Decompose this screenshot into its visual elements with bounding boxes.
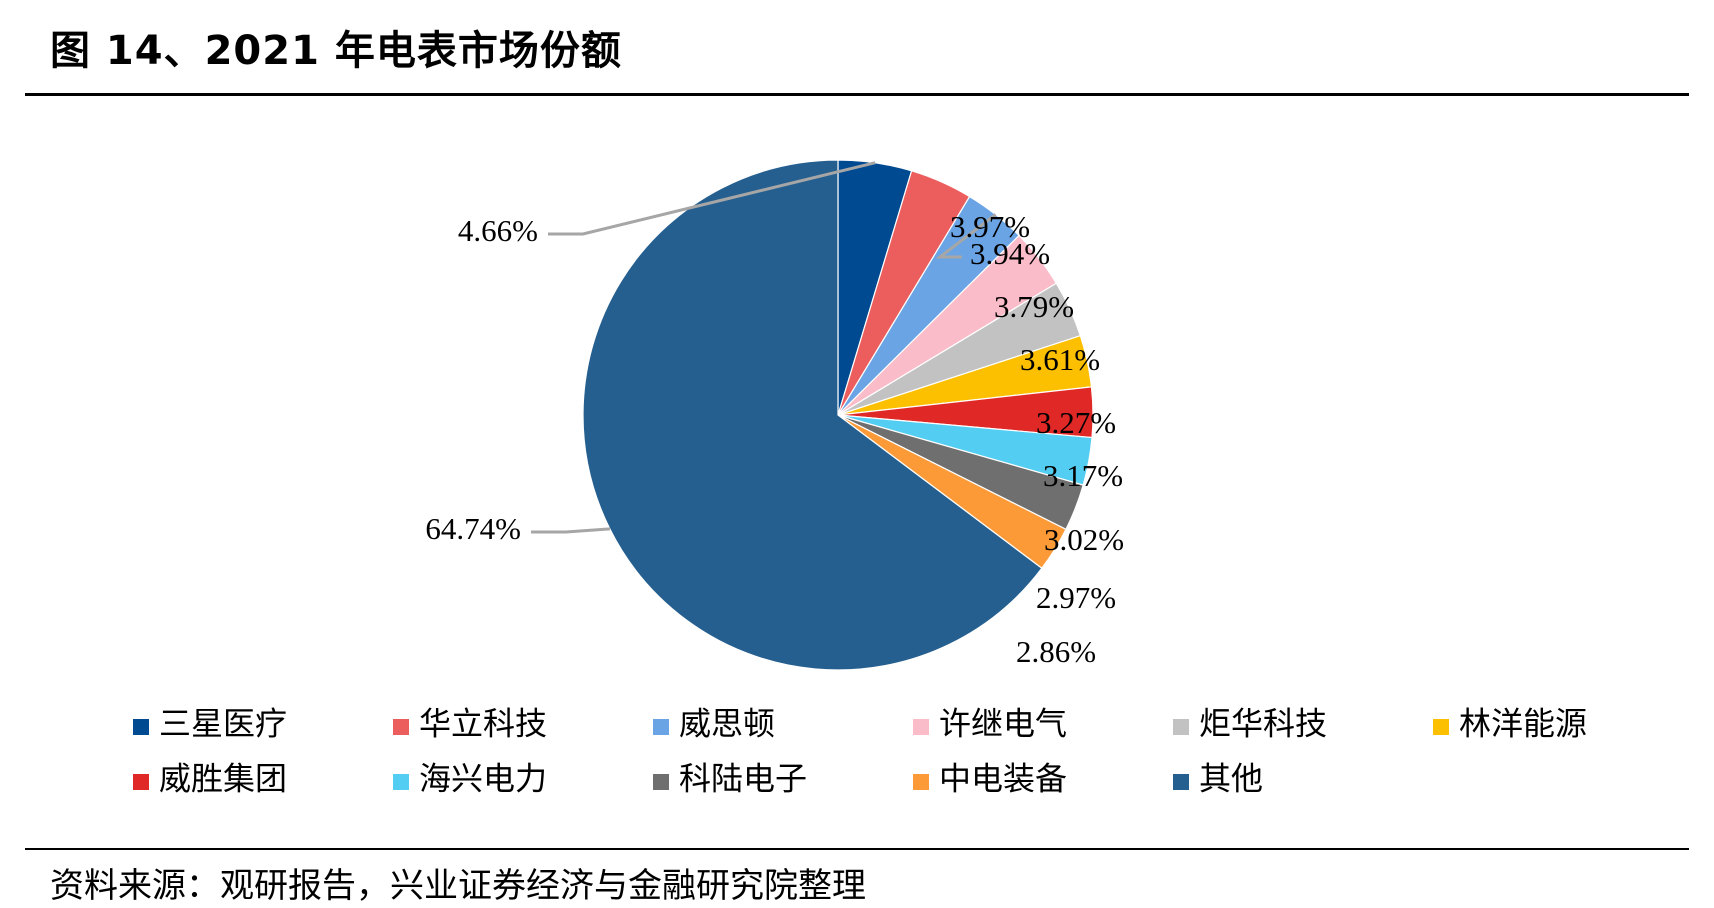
legend-label-8: 海兴电力 [419,760,547,796]
legend-label-5: 炬华科技 [1199,705,1327,741]
leader-line-3 [935,213,997,259]
data-label-9: 2.97% [1036,580,1116,615]
data-label-1: 4.66% [458,213,538,248]
data-label-5: 3.61% [1020,342,1100,377]
data-label-8: 3.02% [1044,522,1124,557]
legend-label-4: 许继电气 [939,705,1067,741]
figure-title: 图 14、2021 年电表市场份额 [50,28,622,74]
data-label-11: 64.74% [425,511,521,546]
data-label-3: 3.94% [970,236,1050,271]
legend-swatch-2 [393,719,409,735]
legend-label-1: 三星医疗 [159,705,287,741]
legend-swatch-7 [133,774,149,790]
legend-swatch-3 [653,719,669,735]
source-note: 资料来源：观研报告，兴业证券经济与金融研究院整理 [50,866,866,906]
pie-chart: 4.66% 3.97%3.94% 3.79% 3.61% 3.27% 3.17% 3.02%… [133,159,1587,796]
leader-lines [531,161,997,534]
legend-swatch-6 [1433,719,1449,735]
legend-swatch-11 [1173,774,1189,790]
data-label-6: 3.27% [1036,405,1116,440]
legend-label-9: 科陆电子 [679,760,807,796]
legend-swatch-1 [133,719,149,735]
data-label-2: 3.97% [950,209,1030,244]
legend-swatch-9 [653,774,669,790]
legend-label-3: 威思顿 [679,705,775,741]
legend-label-6: 林洋能源 [1459,705,1587,741]
leader-line-1 [548,161,876,236]
title-rule [25,93,1689,96]
legend-swatch-4 [913,719,929,735]
source-rule [25,848,1689,850]
data-label-7: 3.17% [1043,458,1123,493]
legend-label-11: 其他 [1199,760,1263,796]
data-labels: 4.66% 3.97%3.94% 3.79% 3.61% 3.27% 3.17% 3.02%… [425,209,1124,669]
data-label-4: 3.79% [994,289,1074,324]
legend-swatch-5 [1173,719,1189,735]
legend-label-2: 华立科技 [419,705,547,741]
legend-label-10: 中电装备 [939,760,1067,796]
legend-label-7: 威胜集团 [159,760,287,796]
legend-swatch-10 [913,774,929,790]
leader-line-11 [531,527,611,534]
legend-swatch-8 [393,774,409,790]
data-label-10: 2.86% [1016,634,1096,669]
